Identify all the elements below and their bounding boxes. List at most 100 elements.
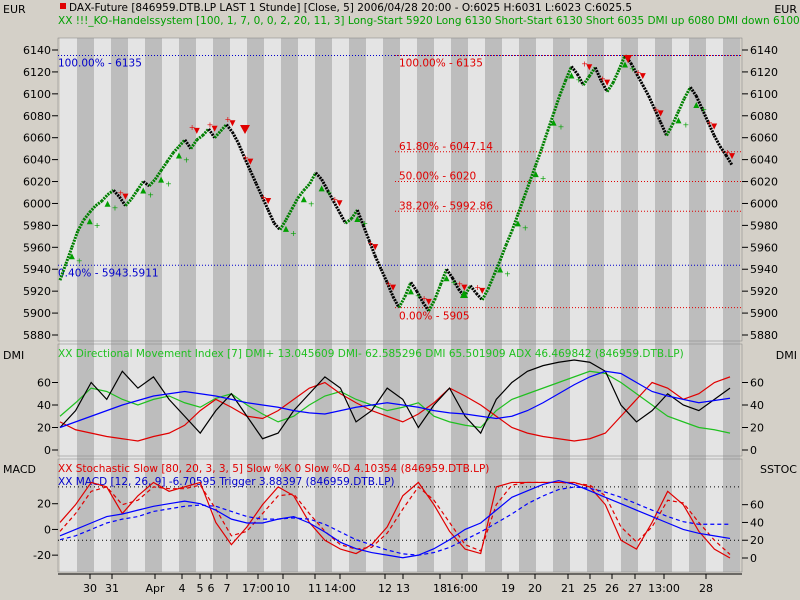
price-segment (100, 193, 109, 203)
price-segment (635, 73, 645, 86)
up-plus-icon: + (112, 204, 119, 213)
price-segment (225, 123, 234, 134)
down-triangle-icon (425, 298, 432, 305)
dmi-tick-label: 60 (37, 377, 51, 390)
down-plus-icon: + (421, 294, 428, 303)
down-triangle-icon (639, 73, 646, 80)
macd-series-line (59, 479, 731, 559)
time-band (536, 38, 553, 572)
price-panel-frame (57, 37, 743, 342)
price-segment (385, 281, 395, 298)
price-segment (605, 82, 615, 93)
down-triangle-icon (265, 198, 272, 205)
price-segment (463, 284, 472, 298)
up-triangle-icon (532, 171, 539, 178)
price-segment (540, 130, 550, 150)
price-segment (112, 189, 121, 198)
price-segment (712, 134, 722, 148)
down-triangle-icon (479, 287, 486, 294)
time-band (434, 38, 451, 572)
time-band (298, 38, 315, 572)
price-tick-label: 5980 (750, 219, 778, 232)
macd-series-line (59, 486, 730, 556)
price-segment (367, 240, 377, 257)
down-plus-icon: + (207, 121, 214, 130)
price-axis: 5880 5880 5900 5900 5920 5920 5940 5940 5960 5960… (23, 44, 778, 342)
price-segment (326, 189, 335, 202)
time-tick-label: 26 (605, 582, 619, 595)
price-segment (498, 244, 508, 262)
up-triangle-icon (140, 187, 147, 194)
price-segment (165, 152, 175, 163)
time-band (230, 38, 247, 572)
price-segment (136, 180, 145, 192)
price-segment (350, 209, 359, 220)
price-segment (189, 139, 199, 150)
up-plus-icon: + (629, 64, 636, 73)
up-plus-icon: + (326, 188, 333, 197)
price-tick-label: 6040 (23, 154, 51, 167)
up-triangle-icon (86, 218, 93, 225)
price-tick-label: 6120 (750, 66, 778, 79)
up-plus-icon: + (361, 219, 368, 228)
price-segment (142, 180, 151, 188)
price-tick-label: 5960 (750, 241, 778, 254)
price-segment (653, 108, 663, 123)
time-band (111, 38, 128, 572)
up-triangle-icon (568, 72, 575, 79)
price-unit-right: EUR (774, 3, 797, 16)
up-triangle-icon (675, 117, 682, 124)
price-segment (706, 121, 716, 137)
price-segment (427, 299, 436, 312)
price-segment (641, 84, 651, 97)
down-plus-icon: + (367, 239, 374, 248)
time-tick-label: 28 (699, 582, 713, 595)
price-segment (445, 268, 454, 279)
up-triangle-icon (175, 152, 182, 159)
time-band (672, 38, 689, 572)
price-segment (148, 178, 157, 187)
dmi-tick-label: 40 (37, 399, 51, 412)
price-segment (683, 86, 692, 99)
up-triangle-icon (68, 253, 75, 260)
price-segment (159, 160, 169, 172)
time-tick-label: 31 (105, 582, 119, 595)
up-plus-icon: + (415, 291, 422, 300)
system-line: XX !!!_KO-Handelssystem [100, 1, 7, 0, 0… (58, 15, 800, 27)
price-segment (694, 95, 704, 110)
down-plus-icon: + (724, 148, 731, 157)
price-segment (308, 172, 318, 185)
up-plus-icon: + (540, 174, 547, 183)
time-axis: 30 31 Apr 4 5 6 7 17:00 10 11 14:00 12 13 18 16:00 19 20… (58, 573, 742, 595)
up-triangle-icon (318, 185, 325, 192)
down-plus-icon: + (456, 280, 463, 289)
price-segment (207, 128, 216, 139)
down-triangle-icon (390, 284, 397, 291)
time-band (77, 38, 94, 572)
down-triangle-icon (729, 153, 735, 160)
down-triangle-icon (586, 64, 593, 71)
up-plus-icon: + (165, 180, 172, 189)
up-triangle-icon (354, 216, 361, 223)
up-plus-icon: + (575, 75, 582, 84)
price-segment (415, 290, 425, 303)
price-segment (82, 211, 91, 221)
price-segment (242, 156, 252, 172)
time-tick-label: 30 (83, 582, 97, 595)
price-segment (611, 69, 621, 84)
price-tick-label: 5960 (23, 241, 51, 254)
time-tick-label: 11 (308, 582, 322, 595)
big-up-triangle-icon (460, 290, 468, 298)
up-plus-icon: + (308, 199, 315, 208)
price-tick-label: 6120 (23, 66, 51, 79)
down-plus-icon: + (706, 119, 713, 128)
price-segment (677, 97, 686, 113)
dmi-label-right: DMI (776, 349, 797, 362)
down-plus-icon: + (189, 123, 196, 132)
macd-label-left: MACD (3, 463, 36, 476)
macd-series-line (59, 481, 731, 559)
up-plus-icon: + (451, 278, 458, 287)
price-tick-label: 6140 (23, 44, 51, 57)
time-band (485, 38, 502, 572)
